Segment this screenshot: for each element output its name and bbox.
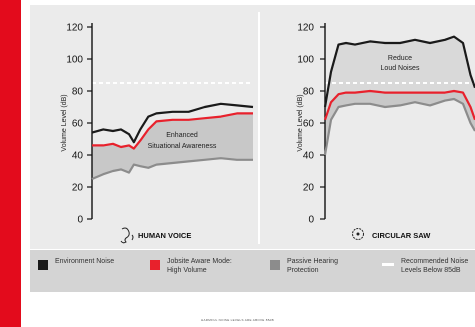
legend-label: Passive Hearing Protection: [287, 258, 338, 274]
legend: Environment Noise Jobsite Aware Mode: Hi…: [30, 250, 475, 292]
y-tick-label: 80: [72, 87, 84, 98]
y-tick-label: 0: [77, 215, 83, 226]
shaded-band: [92, 113, 253, 179]
legend-swatch-jobsite: [150, 260, 160, 270]
chart-annotation: Situational Awareness: [148, 143, 217, 150]
footer-note: HARMFUL NOISE LEVELS ARE ABOVE 85dB: [201, 318, 274, 322]
legend-label: Environment Noise: [55, 258, 115, 265]
chart-annotation: Reduce: [388, 55, 412, 62]
y-tick-label: 60: [72, 119, 84, 130]
saw-icon: [352, 228, 364, 240]
y-tick-label: 120: [297, 23, 314, 34]
chart-caption: CIRCULAR SAW: [372, 231, 431, 240]
y-tick-label: 20: [303, 183, 315, 194]
y-tick-label: 120: [66, 23, 83, 34]
shaded-band: [325, 91, 475, 155]
legend-swatch-environment: [38, 260, 48, 270]
series-line-environment: [323, 35, 475, 108]
series-line-jobsite: [323, 89, 475, 121]
y-tick-label: 60: [303, 119, 315, 130]
legend-item-environment: Environment Noise: [38, 257, 114, 270]
y-tick-label: 40: [72, 151, 84, 162]
brand-accent-bar: [0, 0, 21, 327]
y-axis-label: Volume Level (dB): [297, 94, 304, 151]
legend-swatch-recommended: [382, 263, 394, 266]
saw-icon-hub: [356, 232, 360, 236]
legend-item-recommended: Recommended Noise Levels Below 85dB: [382, 257, 468, 275]
legend-label: Recommended Noise Levels Below 85dB: [401, 258, 469, 274]
series-line-passive: [91, 157, 253, 181]
chart-annotation: Loud Noises: [381, 65, 420, 72]
reduction-band: [325, 36, 475, 120]
legend-label: Jobsite Aware Mode: High Volume: [167, 258, 232, 274]
y-tick-label: 0: [308, 215, 314, 226]
y-tick-label: 100: [297, 55, 314, 66]
legend-item-jobsite: Jobsite Aware Mode: High Volume: [150, 257, 232, 275]
series-line-jobsite: [92, 112, 253, 150]
series-line-environment: [91, 102, 254, 144]
y-tick-label: 40: [303, 151, 315, 162]
series-line-passive: [323, 97, 475, 156]
legend-item-passive: Passive Hearing Protection: [270, 257, 338, 275]
chart-caption: HUMAN VOICE: [138, 231, 191, 240]
legend-swatch-passive: [270, 260, 280, 270]
y-axis-label: Volume Level (dB): [61, 94, 68, 151]
chart-annotation: Enhanced: [166, 132, 198, 139]
y-tick-label: 20: [72, 183, 84, 194]
y-tick-label: 100: [66, 55, 83, 66]
y-tick-label: 80: [303, 87, 315, 98]
chart-divider: [258, 12, 260, 244]
ear-icon: [120, 227, 134, 244]
